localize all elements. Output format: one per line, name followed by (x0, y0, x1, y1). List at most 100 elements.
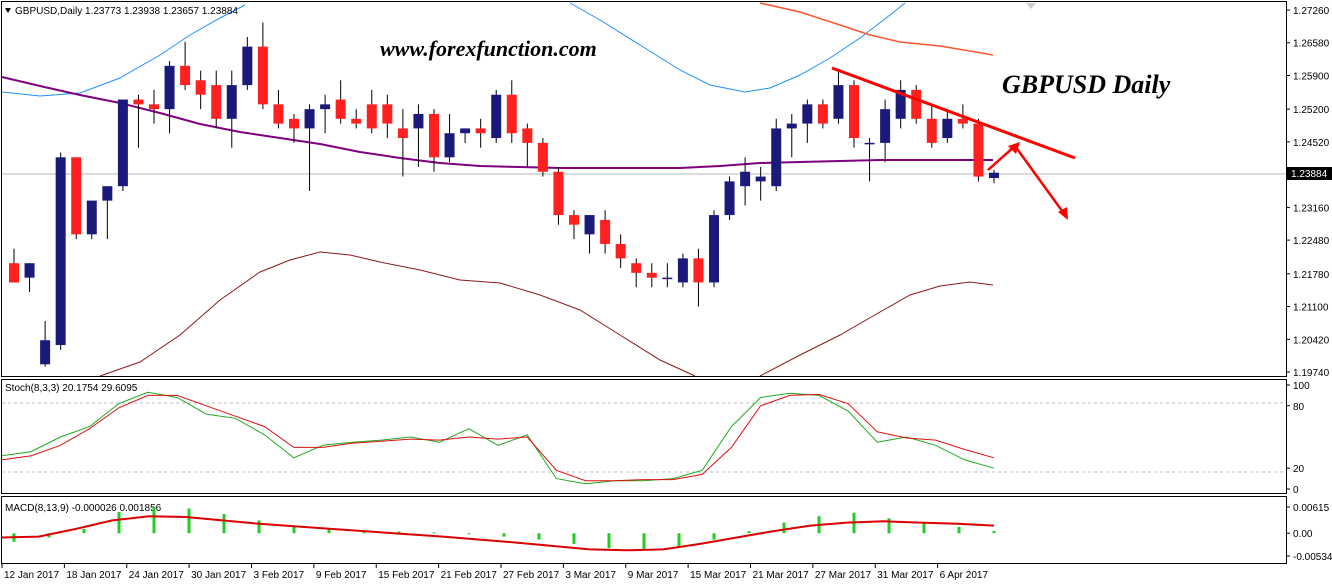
bear-candle (149, 104, 159, 110)
bear-candle (817, 104, 828, 124)
symbol-dropdown-icon[interactable] (5, 8, 11, 13)
bull-candle (491, 94, 502, 139)
bear-candle (475, 128, 486, 134)
date-tick-label: 3 Feb 2017 (254, 570, 305, 581)
bull-candle (164, 65, 175, 110)
price-tick-label: 1.19740 (1293, 368, 1330, 379)
stoch-panel-frame (1, 379, 1287, 494)
date-tick-label: 15 Mar 2017 (690, 570, 747, 581)
price-tick-label: 1.24520 (1293, 138, 1330, 149)
bear-candle (693, 258, 704, 283)
bull-candle (709, 215, 719, 283)
bull-candle (895, 89, 906, 119)
trend-annotations (831, 66, 1076, 220)
date-tick-label: 6 Apr 2017 (940, 570, 989, 581)
bull-candle (444, 133, 455, 158)
bull-candle (86, 200, 97, 235)
bull-candle (662, 277, 673, 280)
macd-bar (467, 533, 471, 535)
bear-candle (335, 99, 346, 119)
bull-candle (413, 113, 424, 129)
date-tick-label: 21 Mar 2017 (753, 570, 810, 581)
price-info: GBPUSD,Daily 1.23773 1.23938 1.23657 1.2… (15, 6, 238, 17)
bb-lower-right (759, 281, 994, 377)
macd-bar (712, 533, 716, 540)
date-tick-label: 9 Feb 2017 (316, 570, 367, 581)
bear-candle (631, 263, 642, 273)
bear-candle (537, 142, 548, 172)
macd-bar (82, 528, 86, 534)
macd-bar (292, 525, 296, 534)
bull-candle (584, 215, 595, 235)
macd-bar (642, 533, 646, 551)
bull-candle (320, 104, 331, 110)
bull-candle (226, 85, 237, 119)
price-panel-frame (1, 1, 1287, 377)
bull-candle (755, 176, 766, 182)
bear-candle (973, 123, 984, 177)
bull-candle (864, 142, 875, 145)
shift-marker-icon[interactable] (1026, 3, 1036, 9)
arrow-head-up (1008, 142, 1020, 154)
bear-candle (9, 263, 19, 283)
date-tick-label: 27 Feb 2017 (503, 570, 560, 581)
downtrend-line (831, 66, 1076, 160)
date-tick-label: 27 Mar 2017 (815, 570, 872, 581)
price-tick-label: 1.26580 (1293, 39, 1330, 50)
bear-candle (646, 272, 657, 278)
macd-tick-label: 0.00 (1293, 529, 1313, 540)
bull-candle (117, 99, 128, 187)
bull-candle (55, 157, 66, 346)
bull-candle (880, 109, 891, 143)
macd-bar (397, 531, 401, 534)
bull-candle (802, 104, 813, 124)
bear-candle (429, 113, 439, 158)
macd-bar (502, 533, 506, 537)
bear-candle (382, 104, 393, 124)
macd-bar (327, 528, 331, 534)
bear-candle (257, 46, 268, 105)
macd-signal-line (1, 515, 995, 552)
price-tick-label: 1.20420 (1293, 335, 1330, 346)
date-tick-label: 18 Jan 2017 (66, 570, 121, 581)
bear-candle (195, 80, 206, 95)
bear-candle (569, 215, 579, 225)
macd-bar (922, 522, 926, 534)
bear-candle (553, 171, 564, 216)
price-tick-label: 1.27260 (1293, 6, 1330, 17)
bull-candle (242, 46, 253, 86)
macd-bar (537, 533, 541, 540)
bear-candle (351, 118, 362, 124)
bear-candle (71, 157, 82, 235)
macd-info: MACD(8,13,9) -0.000026 0.001856 (5, 503, 162, 514)
bull-candle (740, 171, 751, 187)
macd-graphics (1, 507, 996, 552)
bear-candle (957, 118, 968, 124)
macd-bar (572, 533, 576, 544)
macd-bar (152, 507, 156, 534)
current-price-value: 1.23884 (1291, 169, 1328, 180)
bear-candle (506, 94, 517, 134)
bear-candle (289, 118, 299, 129)
macd-bar (187, 508, 191, 534)
bull-candle (24, 263, 35, 278)
bear-candle (180, 65, 191, 86)
macd-bar (782, 522, 786, 534)
price-tick-label: 1.22480 (1293, 236, 1330, 247)
bear-candle (273, 104, 284, 124)
macd-bar (117, 511, 121, 534)
price-indicator-lines (1, 2, 994, 377)
macd-bar (957, 526, 961, 534)
stoch-signal-line (1, 393, 995, 482)
date-axis: 12 Jan 2017 18 Jan 2017 24 Jan 2017 30 Jan … (1, 564, 989, 581)
price-axis: 1.27260 1.26580 1.25900 1.25200 1.24520 1.231… (1286, 6, 1332, 563)
bull-candle (942, 118, 953, 139)
bear-candle (911, 89, 922, 119)
price-tick-label: 1.25200 (1293, 105, 1330, 116)
bull-candle (102, 186, 113, 201)
bear-candle (133, 99, 144, 105)
price-tick-label: 1.23160 (1293, 203, 1330, 214)
current-price-tag (1287, 167, 1332, 180)
stoch-tick-label: 100 (1293, 381, 1310, 392)
